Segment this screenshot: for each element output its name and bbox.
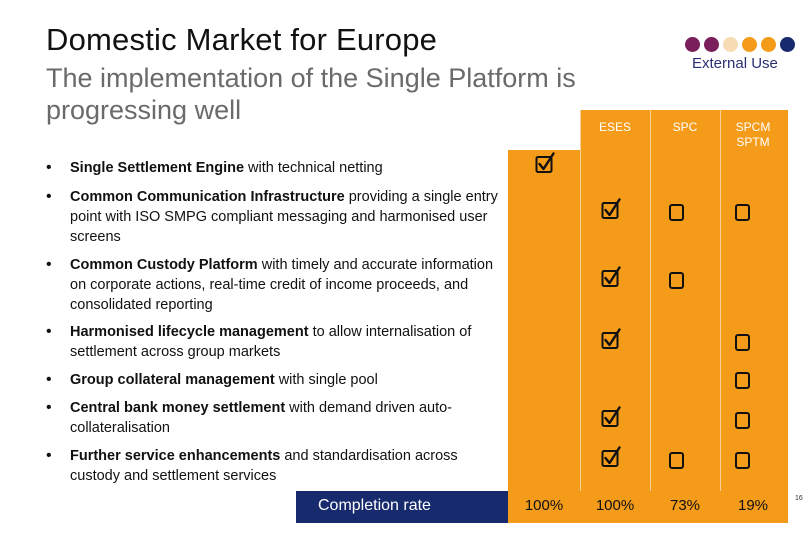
bullet-icon: • <box>46 447 52 464</box>
item-text: with technical netting <box>244 160 383 176</box>
column-separator <box>650 110 651 496</box>
completion-values-bar <box>508 491 788 523</box>
slide-title: Domestic Market for Europe <box>46 22 438 57</box>
bullet-icon: • <box>46 159 52 176</box>
completion-label-bar <box>296 491 508 523</box>
list-item: • Common Communication Infrastructure pr… <box>46 187 506 247</box>
item-text: with timely and accurate information on … <box>70 257 494 313</box>
completion-eses: 100% <box>595 497 635 514</box>
checkbox-empty-icon <box>735 372 750 389</box>
checkbox-checked-icon <box>535 152 555 173</box>
classification-label: External Use <box>692 55 778 72</box>
brand-dot <box>704 37 719 52</box>
list-item: • Central bank money settlement with dem… <box>46 398 506 438</box>
checkbox-empty-icon <box>735 204 750 221</box>
item-text: with demand driven auto-collateralisatio… <box>70 400 452 436</box>
bullet-icon: • <box>46 256 52 273</box>
bullet-icon: • <box>46 399 52 416</box>
bullet-icon: • <box>46 371 52 388</box>
item-text: and standardisation across custody and s… <box>70 448 458 484</box>
checkbox-empty-icon <box>735 334 750 351</box>
list-item: • Single Settlement Engine with technica… <box>46 158 506 178</box>
item-bold: Common Custody Platform <box>70 257 258 273</box>
page-number: 16 <box>795 495 803 502</box>
column-header-spcm: SPCM SPTM <box>735 120 771 149</box>
checkbox-checked-icon <box>601 406 621 427</box>
column-header-spc: SPC <box>672 120 698 134</box>
checkbox-empty-icon <box>669 272 684 289</box>
bullet-icon: • <box>46 323 52 340</box>
brand-dot <box>761 37 776 52</box>
completion-sse: 100% <box>524 497 564 514</box>
item-bold: Common Communication Infrastructure <box>70 189 345 205</box>
list-item: • Common Custody Platform with timely an… <box>46 255 506 315</box>
checkbox-checked-icon <box>601 198 621 219</box>
column-sse-background <box>508 150 580 496</box>
column-separator <box>720 110 721 496</box>
checkbox-empty-icon <box>735 412 750 429</box>
item-bold: Central bank money settlement <box>70 400 286 416</box>
item-bold: Single Settlement Engine <box>70 160 245 176</box>
checkbox-checked-icon <box>601 266 621 287</box>
item-text: with single pool <box>274 372 378 388</box>
item-text: to allow internalisation of settlement a… <box>70 324 472 360</box>
brand-dot <box>723 37 738 52</box>
slide-subtitle: The implementation of the Single Platfor… <box>46 63 576 125</box>
brand-dot <box>742 37 757 52</box>
completion-spc: 73% <box>669 497 701 514</box>
checkbox-checked-icon <box>601 328 621 349</box>
item-text: providing a single entry point with ISO … <box>70 189 498 245</box>
brand-dot <box>685 37 700 52</box>
list-item: • Group collateral management with singl… <box>46 370 506 390</box>
checkbox-empty-icon <box>669 452 684 469</box>
column-header-eses: ESES <box>598 120 631 134</box>
list-item: • Further service enhancements and stand… <box>46 446 506 486</box>
checkbox-empty-icon <box>669 204 684 221</box>
column-header-sse: SSE <box>531 120 556 134</box>
item-bold: Group collateral management <box>70 372 275 388</box>
checkbox-checked-icon <box>601 446 621 467</box>
item-bold: Harmonised lifecycle management <box>70 324 309 340</box>
completion-spcm: 19% <box>737 497 769 514</box>
list-item: • Harmonised lifecycle management to all… <box>46 322 506 362</box>
brand-dot <box>780 37 795 52</box>
column-separator <box>580 110 581 496</box>
checkbox-empty-icon <box>735 452 750 469</box>
column-main-background <box>580 110 788 496</box>
item-bold: Further service enhancements <box>70 448 281 464</box>
completion-label: Completion rate <box>318 497 431 514</box>
bullet-icon: • <box>46 188 52 205</box>
